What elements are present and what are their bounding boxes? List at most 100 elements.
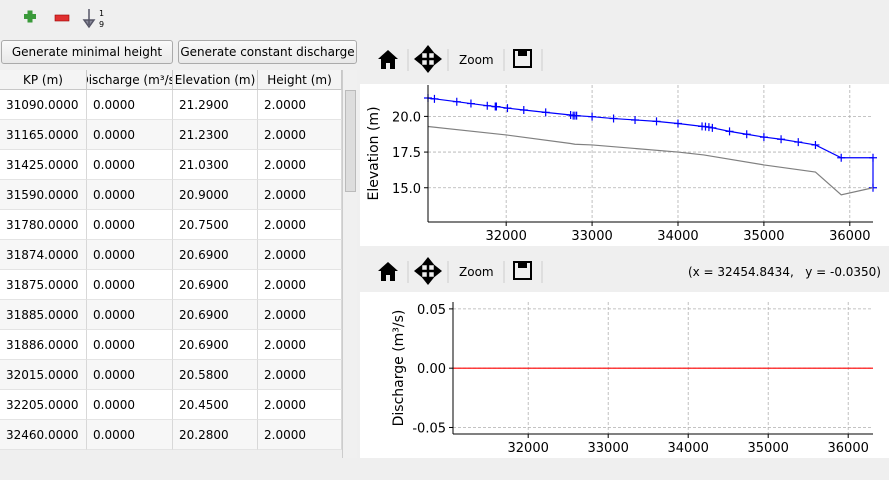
- data-point: [708, 123, 717, 132]
- table-cell[interactable]: 2.0000: [258, 300, 342, 330]
- table-cell[interactable]: 2.0000: [258, 180, 342, 210]
- table-cell[interactable]: 0.0000: [87, 210, 173, 240]
- data-point: [759, 133, 768, 142]
- table-cell[interactable]: 31780.0000: [0, 210, 87, 240]
- x-tick-label: 32000: [508, 441, 549, 456]
- x-tick-label: 35000: [748, 441, 789, 456]
- generate-constant-discharge-button[interactable]: Generate constant discharge: [178, 40, 357, 64]
- x-tick-label: 35000: [743, 229, 784, 244]
- y-tick-label: 17.5: [392, 146, 421, 161]
- table-cell[interactable]: 21.2900: [173, 90, 258, 120]
- table-cell[interactable]: 31874.0000: [0, 240, 87, 270]
- data-point: [609, 114, 618, 123]
- table-cell[interactable]: 32015.0000: [0, 360, 87, 390]
- elevation-chart: 32000 33000 34000 35000 36000 20.0 17.5 15.0 Ele…: [366, 85, 877, 244]
- table-cell[interactable]: 2.0000: [258, 330, 342, 360]
- table-cell[interactable]: 20.6900: [173, 330, 258, 360]
- column-header[interactable]: Height (m): [258, 70, 342, 90]
- table-cell[interactable]: 2.0000: [258, 150, 342, 180]
- table-cell[interactable]: 0.0000: [87, 90, 173, 120]
- x-tick-label: 33000: [588, 441, 629, 456]
- table-cell[interactable]: 20.7500: [173, 210, 258, 240]
- scroll-thumb[interactable]: [345, 90, 356, 192]
- home-button[interactable]: [378, 262, 398, 281]
- table-cell[interactable]: 20.6900: [173, 240, 258, 270]
- column-header[interactable]: Elevation (m): [173, 70, 258, 90]
- x-tick-label: 36000: [828, 441, 869, 456]
- zoom-button[interactable]: Zoom: [459, 53, 494, 67]
- column-header-text: Height (m): [267, 72, 332, 87]
- data-point: [588, 112, 597, 121]
- data-point: [519, 105, 528, 114]
- table-cell[interactable]: 0.0000: [87, 270, 173, 300]
- save-button[interactable]: [513, 49, 532, 68]
- table-cell[interactable]: 31165.0000: [0, 120, 87, 150]
- add-button[interactable]: [24, 10, 36, 23]
- table-cell[interactable]: 20.2800: [173, 420, 258, 450]
- data-point: [673, 119, 682, 128]
- y-tick-label: 20.0: [392, 110, 421, 125]
- scrollbar[interactable]: [342, 70, 357, 458]
- data-line: [427, 97, 874, 188]
- data-point: [794, 138, 803, 147]
- data-table[interactable]: KP (m) Discharge (m³/s)Elevation (m) Heigh…: [0, 0, 342, 458]
- table-cell[interactable]: 0.0000: [87, 390, 173, 420]
- plot-background: [360, 292, 889, 458]
- table-cell[interactable]: 2.0000: [258, 390, 342, 420]
- table-cell[interactable]: 31425.0000: [0, 150, 87, 180]
- table-cell[interactable]: 20.6900: [173, 270, 258, 300]
- y-tick-label: 15.0: [392, 182, 421, 197]
- cursor-coordinates: (x = 32454.8434, y = -0.0350): [687, 265, 881, 279]
- table-cell[interactable]: 21.2300: [173, 120, 258, 150]
- pan-button[interactable]: [413, 44, 443, 74]
- table-cell[interactable]: 0.0000: [87, 300, 173, 330]
- table-cell[interactable]: 32205.0000: [0, 390, 87, 420]
- table-cell[interactable]: 20.6900: [173, 300, 258, 330]
- column-header-text: Discharge (m³/s): [87, 72, 172, 87]
- table-cell[interactable]: 20.5800: [173, 360, 258, 390]
- table-cell[interactable]: 0.0000: [87, 360, 173, 390]
- table-cell[interactable]: 31590.0000: [0, 180, 87, 210]
- table-cell[interactable]: 20.4500: [173, 390, 258, 420]
- table-cell[interactable]: 31885.0000: [0, 300, 87, 330]
- table-cell[interactable]: 2.0000: [258, 120, 342, 150]
- table-cell[interactable]: 31875.0000: [0, 270, 87, 300]
- table-cell[interactable]: 21.0300: [173, 150, 258, 180]
- x-tick-label: 33000: [571, 229, 612, 244]
- table-cell[interactable]: 2.0000: [258, 270, 342, 300]
- data-point: [869, 153, 877, 162]
- generate-minimal-height-button[interactable]: Generate minimal height: [1, 40, 173, 64]
- zoom-button[interactable]: Zoom: [459, 265, 494, 279]
- table-cell[interactable]: 2.0000: [258, 240, 342, 270]
- table-cell[interactable]: 32460.0000: [0, 420, 87, 450]
- table-cell[interactable]: 31090.0000: [0, 90, 87, 120]
- y-tick-label: 0.00: [417, 362, 446, 377]
- table-cell[interactable]: 0.0000: [87, 180, 173, 210]
- pan-button[interactable]: [413, 256, 443, 286]
- svg-text:1: 1: [99, 9, 104, 18]
- table-cell[interactable]: 0.0000: [87, 420, 173, 450]
- column-header[interactable]: KP (m): [0, 70, 87, 90]
- sort-button[interactable]: 19: [82, 9, 104, 29]
- table-cell[interactable]: 0.0000: [87, 150, 173, 180]
- table-cell[interactable]: 31886.0000: [0, 330, 87, 360]
- table-cell[interactable]: 0.0000: [87, 120, 173, 150]
- table-cell[interactable]: 2.0000: [258, 210, 342, 240]
- column-header-text: Elevation (m): [174, 72, 256, 87]
- toolbar-icons: Zoom: [378, 256, 543, 286]
- remove-button[interactable]: [54, 14, 70, 22]
- table-cell[interactable]: 0.0000: [87, 330, 173, 360]
- column-header[interactable]: Discharge (m³/s): [87, 70, 173, 90]
- table-cell[interactable]: 0.0000: [87, 240, 173, 270]
- column-header-text: KP (m): [23, 72, 63, 87]
- table-cell[interactable]: 2.0000: [258, 360, 342, 390]
- table-cell[interactable]: 2.0000: [258, 90, 342, 120]
- plot-toolbar: Zoom (x = 32454.8434, y = -0.0350): [360, 256, 889, 288]
- data-point: [631, 115, 640, 124]
- x-tick-label: 34000: [657, 229, 698, 244]
- table-cell[interactable]: 2.0000: [258, 420, 342, 450]
- table-cell[interactable]: 20.9000: [173, 180, 258, 210]
- save-button[interactable]: [513, 261, 532, 280]
- home-button[interactable]: [378, 50, 398, 69]
